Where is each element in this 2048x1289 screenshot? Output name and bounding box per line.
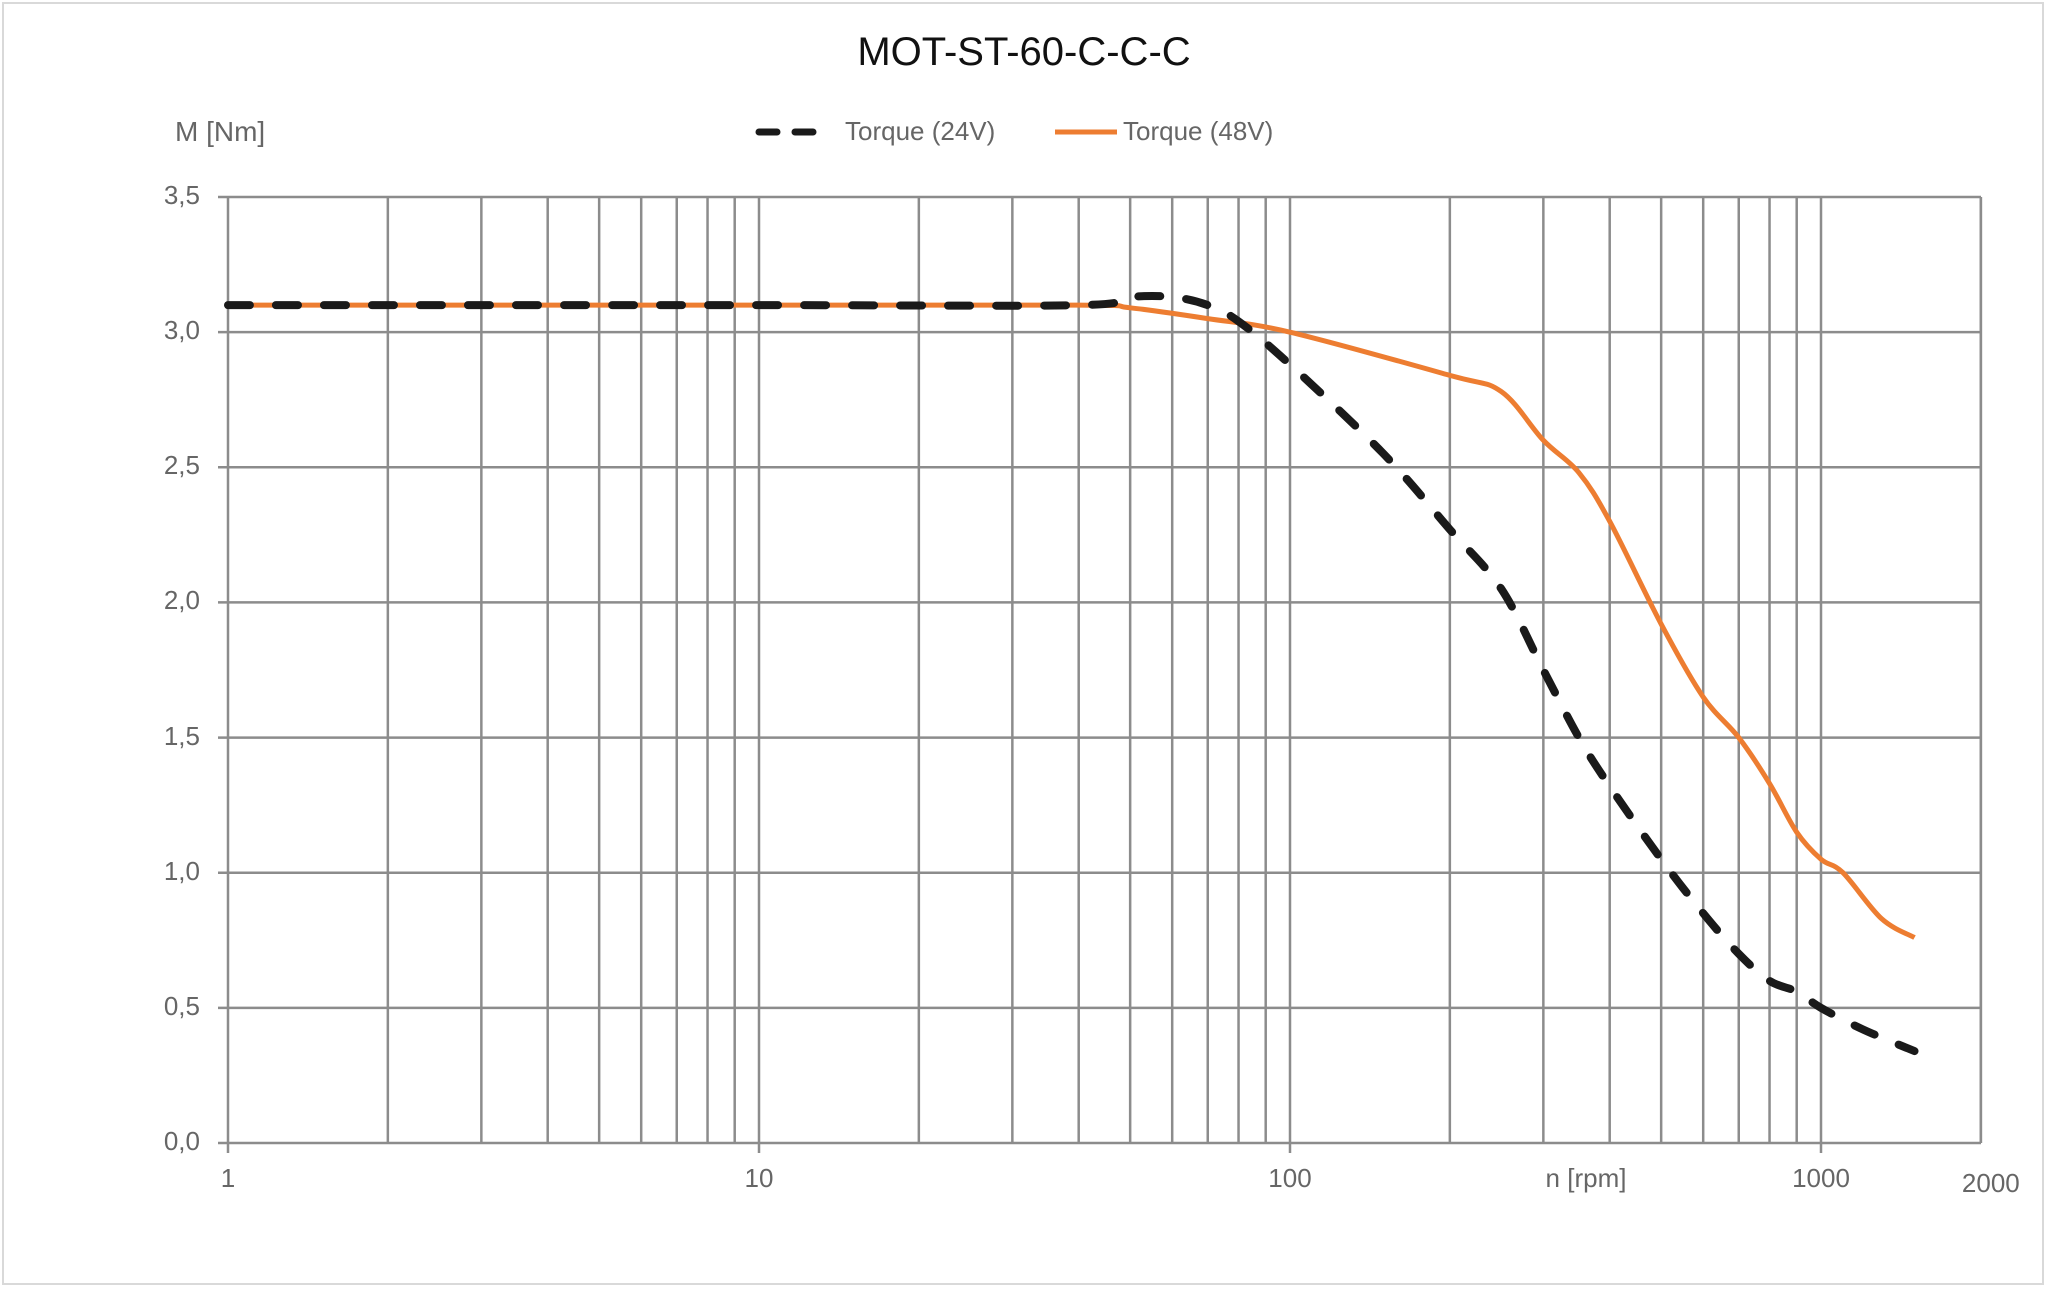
y-axis-label: M [Nm] <box>175 116 266 147</box>
legend-label-24v: Torque (24V) <box>845 116 996 146</box>
x-tick-label: 10 <box>744 1163 774 1193</box>
legend: Torque (24V) Torque (48V) <box>0 116 2048 156</box>
x-axis-label: n [rpm] <box>1545 1163 1627 1193</box>
y-tick-label: 3,0 <box>163 315 200 346</box>
grid-lines <box>218 195 1983 1153</box>
x-tick-label: 2000 <box>1961 1168 2020 1198</box>
dashed-line-swatch-icon <box>755 128 835 135</box>
y-tick-label: 0,5 <box>163 990 200 1021</box>
y-tick-label: 2,5 <box>163 450 200 481</box>
x-tick-label: 100 <box>1268 1163 1312 1193</box>
legend-item-48v: Torque (48V) <box>1053 116 1273 147</box>
x-tick-label: 1000 <box>1792 1163 1850 1193</box>
torque-24v-line <box>224 291 1919 1056</box>
chart-title: MOT-ST-60-C-C-C <box>857 30 1191 74</box>
y-tick-label: 2,0 <box>163 585 200 616</box>
solid-line-swatch-icon <box>1055 129 1117 134</box>
y-tick-label: 3,5 <box>163 180 200 210</box>
data-series <box>224 291 1919 1056</box>
legend-label-48v: Torque (48V) <box>1123 116 1274 146</box>
y-tick-label: 1,0 <box>163 855 200 886</box>
y-tick-label: 0,0 <box>163 1126 200 1156</box>
y-tick-label: 1,5 <box>163 720 200 751</box>
legend-item-24v: Torque (24V) <box>755 116 995 147</box>
x-tick-label: 1 <box>220 1163 236 1193</box>
